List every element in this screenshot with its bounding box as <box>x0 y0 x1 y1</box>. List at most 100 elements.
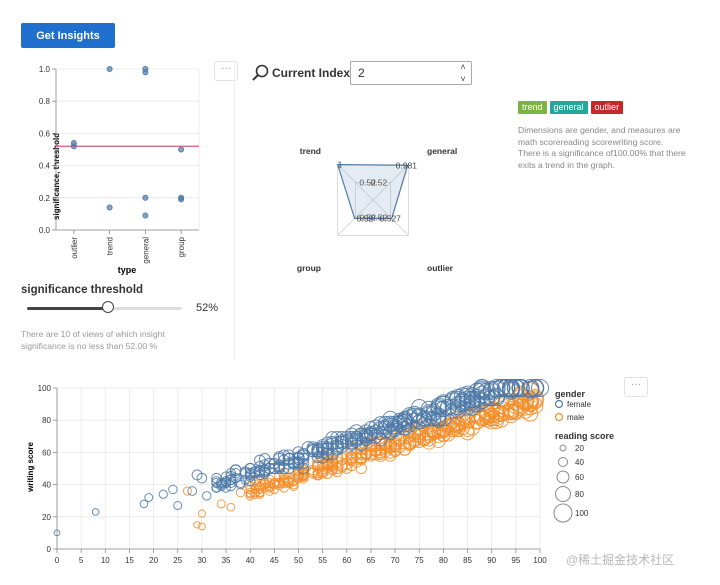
scatter-point-male <box>478 404 495 421</box>
scatter-point-male <box>488 404 505 421</box>
scatter-point-female <box>187 486 198 496</box>
score-scatter-chart: writing score 0 5 10 15 20 25 30 35 40 45 50 55 60 65… <box>26 379 614 565</box>
scatter-point-female <box>463 390 482 409</box>
scatter-point-female <box>435 400 452 418</box>
scatter-more-button[interactable]: ··· <box>624 377 648 397</box>
scatter-point-female <box>330 436 344 450</box>
scatter-point-male <box>197 509 206 518</box>
scatter-x-tick-label: 5 <box>79 556 84 565</box>
legend-size-circle <box>556 470 570 484</box>
radar-value-label: 0.52 <box>357 213 374 223</box>
current-index-label: Current Index <box>272 66 351 80</box>
legend-gender-title: gender <box>555 389 586 399</box>
threshold-title: significance threshold <box>21 284 144 296</box>
scatter-point-female <box>144 493 154 502</box>
scatter-point-male <box>182 486 192 496</box>
legend-size-circle <box>553 503 573 523</box>
scatter-point-male <box>522 405 539 422</box>
scatter-point-female <box>411 407 428 424</box>
scatter-x-tick-label: 40 <box>246 556 255 565</box>
threshold-slider-handle[interactable] <box>101 301 114 313</box>
sig-y-tick-label: 0.4 <box>39 162 51 171</box>
scatter-point-female <box>383 425 398 441</box>
scatter-point-female <box>359 429 373 444</box>
chevron-up-icon[interactable]: ˄ <box>460 62 466 72</box>
scatter-point-female <box>139 499 149 509</box>
scatter-x-tick-label: 20 <box>149 556 158 565</box>
get-insights-button[interactable]: Get Insights <box>21 23 115 48</box>
insight-description: Dimensions are gender, and measures are … <box>518 125 698 171</box>
scatter-point-female <box>373 416 388 431</box>
scatter-x-tick-label: 15 <box>125 556 134 565</box>
sig-point-general <box>142 69 149 76</box>
scatter-point-female <box>506 379 525 397</box>
scatter-point-female <box>168 484 178 495</box>
current-index-input[interactable] <box>350 61 472 85</box>
scatter-point-female <box>345 437 359 451</box>
scatter-point-female <box>349 432 364 447</box>
scatter-y-label: writing score <box>26 442 35 493</box>
insight-description-significance: There is a significance of100.00% that t… <box>518 148 686 170</box>
insight-tag-general: general <box>549 101 588 114</box>
sig-x-tick-label: trend <box>106 237 115 255</box>
scatter-point-male <box>197 522 206 531</box>
scatter-point-male <box>193 521 201 529</box>
sig-point-trend <box>106 204 113 211</box>
radar-axis-label-group: group <box>297 263 321 273</box>
scatter-point-female <box>335 439 349 453</box>
radar-ring-label: 0.52 <box>359 177 376 187</box>
scatter-point-female <box>263 462 276 475</box>
scatter-point-male <box>245 484 256 495</box>
scatter-point-female <box>225 481 237 492</box>
radar-spoke <box>337 164 374 201</box>
scatter-point-female <box>411 414 427 430</box>
scatter-point-male <box>255 488 265 498</box>
scatter-point-male <box>489 414 504 430</box>
scatter-point-female <box>268 462 280 475</box>
legend-size-label: 80 <box>575 490 584 499</box>
legend-swatch-male <box>554 412 564 422</box>
scatter-point-male <box>245 491 255 501</box>
scatter-point-female <box>473 379 491 397</box>
scatter-point-male <box>245 487 256 498</box>
scatter-point-female <box>420 400 438 418</box>
scatter-x-tick-label: 75 <box>415 556 424 565</box>
scatter-x-tick-label: 30 <box>197 556 206 565</box>
scatter-x-tick-label: 25 <box>173 556 182 565</box>
scatter-point-male <box>269 477 280 489</box>
scatter-point-male <box>345 446 358 459</box>
insight-tag-outlier: outlier <box>590 101 624 114</box>
legend-size-label: 40 <box>575 458 584 467</box>
scatter-point-female <box>158 489 168 499</box>
scatter-point-female <box>91 508 100 516</box>
significance-more-button[interactable]: ··· <box>214 61 238 81</box>
scatter-point-female <box>321 447 334 461</box>
scatter-point-male <box>426 422 442 438</box>
sig-y-tick-label: 0.6 <box>39 129 51 138</box>
scatter-point-female <box>201 491 212 501</box>
radar-spoke <box>372 199 409 236</box>
scatter-point-male <box>517 392 534 410</box>
sig-x-tick-label: group <box>177 236 186 257</box>
scatter-point-female <box>531 379 549 397</box>
scatter-x-tick-label: 50 <box>294 556 303 565</box>
scatter-point-female <box>235 479 246 490</box>
current-index-stepper[interactable]: ˄ ˅ <box>456 62 470 84</box>
scatter-point-female <box>473 385 491 404</box>
significance-y-label: significance, threshold <box>52 133 61 220</box>
chevron-down-icon[interactable]: ˅ <box>460 74 466 84</box>
scatter-x-tick-label: 95 <box>511 556 520 565</box>
scatter-point-female <box>368 424 383 439</box>
scatter-point-female <box>392 414 408 430</box>
scatter-point-male <box>264 486 275 496</box>
legend-label-male: male <box>567 413 585 422</box>
scatter-point-female <box>297 447 310 461</box>
scatter-point-female <box>382 417 398 433</box>
scatter-point-female <box>444 398 462 416</box>
scatter-point-female <box>487 379 506 397</box>
significance-chart: significance, threshold 0.0 0.2 0.4 0.6 0.8 1… <box>39 65 200 275</box>
scatter-point-female <box>239 466 251 478</box>
scatter-point-female <box>297 458 309 470</box>
scatter-x-tick-label: 90 <box>487 556 496 565</box>
